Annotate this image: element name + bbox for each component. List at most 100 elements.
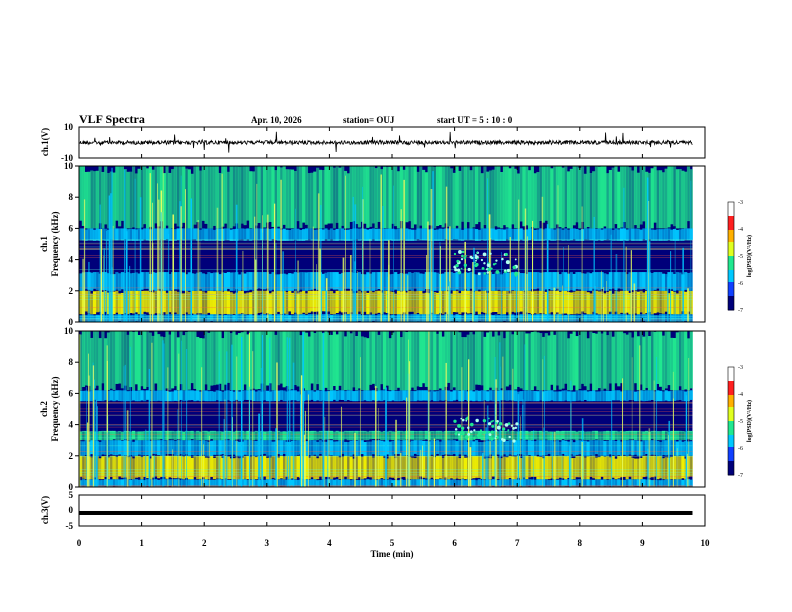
spectrogram-band-segment: [79, 273, 83, 291]
spectrogram-band-segment: [514, 479, 518, 487]
spectrogram-band-segment: [90, 337, 94, 391]
spectrogram-band-segment: [187, 331, 191, 390]
spectrogram-band-segment: [101, 480, 105, 487]
spectrogram-band-segment: [321, 170, 325, 229]
spectrogram-band-segment: [313, 455, 317, 480]
spectrogram-band-segment: [480, 314, 484, 322]
spectrogram-band-segment: [140, 272, 144, 290]
spectrogram-band-segment: [544, 166, 548, 221]
spectrogram-band-segment: [681, 441, 685, 456]
spectrogram-band-segment: [302, 272, 306, 291]
spectrogram-band-segment: [594, 457, 599, 480]
spectrogram-band-segment: [296, 391, 300, 402]
spectrogram-band-segment: [402, 440, 406, 456]
colorbar-cell: [728, 453, 734, 456]
spectrogram-band-segment: [461, 390, 465, 402]
spectrogram-band-segment: [586, 456, 590, 480]
spectrogram-band-segment: [210, 479, 214, 487]
spectrogram-band-segment: [137, 290, 141, 315]
spectrogram-burst-dot: [456, 259, 460, 263]
spectrogram-band-segment: [260, 479, 264, 487]
spectrogram-band-segment: [229, 390, 233, 402]
spectrogram-burst-dot: [512, 439, 516, 443]
spectrogram-band-segment: [670, 430, 674, 441]
spectrogram-band-segment: [81, 166, 85, 226]
spectrogram-band-segment: [240, 166, 244, 224]
colorbar-cell: [728, 260, 734, 263]
spectrogram-band-segment: [525, 430, 529, 440]
spectrogram-band-segment: [508, 168, 512, 229]
spectrogram-band-segment: [508, 228, 512, 241]
spectrogram-band-segment: [380, 440, 384, 456]
spectrogram-band-segment: [477, 390, 481, 402]
spectrogram-band-segment: [519, 440, 523, 455]
spectrogram-band-segment: [675, 314, 679, 322]
spectrogram-band-segment: [137, 335, 141, 391]
spectrogram-band-segment: [165, 272, 169, 291]
spectrogram-band-segment: [625, 290, 629, 313]
spectrogram-band-segment: [611, 336, 615, 391]
spectrogram-band-segment: [672, 430, 677, 440]
spectrogram-band-segment: [159, 390, 164, 402]
spectrogram-band-segment: [435, 455, 440, 480]
spectrogram-band-segment: [254, 457, 258, 480]
spectrogram-band-segment: [533, 390, 537, 402]
spectrogram-band-segment: [190, 173, 194, 229]
spectrogram-burst-dot: [490, 430, 494, 434]
colorbar-cell: [728, 296, 734, 299]
spectrogram-band-segment: [394, 331, 398, 391]
spectrogram-band-segment: [463, 440, 468, 455]
spectrogram-burst-dot: [512, 426, 515, 430]
spectrogram-band-segment: [249, 431, 253, 441]
spectrogram-band-segment: [232, 431, 236, 441]
spectrogram-band-segment: [399, 337, 403, 391]
spectrogram-band-segment: [645, 440, 649, 454]
colorbar-cell: [728, 278, 734, 281]
spectrogram-band-segment: [396, 440, 401, 455]
spectrogram-band-segment: [597, 391, 601, 402]
spectrogram-band-segment: [661, 440, 665, 456]
spectrogram-band-segment: [187, 169, 191, 229]
spectrogram-band-segment: [263, 331, 267, 391]
spectrogram-burst-dot: [457, 433, 461, 436]
spectrogram-band-segment: [502, 440, 507, 455]
spectrogram-band-segment: [341, 228, 345, 241]
colorbar-cell: [728, 300, 734, 303]
spectrogram-band-segment: [385, 166, 389, 229]
spectrogram-band-segment: [310, 331, 314, 384]
spectrogram-band-segment: [148, 440, 152, 456]
spectrogram-band-segment: [594, 272, 599, 290]
spectrogram-burst-dot: [510, 424, 513, 427]
spectrogram-band-segment: [477, 314, 481, 322]
spectrogram-band-segment: [201, 291, 205, 315]
spectrogram-band-segment: [614, 458, 618, 480]
spectrogram-band-segment: [491, 290, 495, 313]
spectrogram-band-segment: [257, 390, 261, 402]
spectrogram-band-segment: [594, 391, 599, 402]
spectrogram-band-segment: [661, 335, 665, 391]
spectrogram-band-segment: [483, 290, 487, 313]
spectrogram-band-segment: [455, 228, 459, 240]
spectrogram-band-segment: [567, 430, 571, 440]
spectrogram-band-segment: [134, 390, 138, 402]
spectrogram-band-segment: [240, 228, 244, 240]
spectrogram-band-segment: [661, 229, 665, 241]
spectrogram-band-segment: [318, 331, 322, 391]
spectrogram-band-segment: [352, 458, 356, 480]
spectrogram-band-segment: [689, 272, 693, 291]
spectrogram-band-segment: [653, 229, 657, 241]
spectrogram-burst-dot: [505, 260, 510, 265]
spectrogram-band-segment: [307, 290, 311, 313]
spectrogram-band-segment: [120, 228, 125, 241]
spectrogram-band-segment: [575, 479, 579, 487]
spectrogram-band-segment: [541, 391, 546, 402]
spectrogram-band-segment: [329, 166, 334, 224]
spectrogram-band-segment: [659, 290, 663, 314]
spectrogram-band-segment: [433, 431, 437, 441]
spectrogram-band-segment: [151, 455, 155, 478]
spectrogram-band-segment: [215, 166, 219, 229]
spectrogram-band-segment: [224, 440, 228, 456]
spectrogram-band-segment: [455, 290, 459, 313]
spectrogram-band-segment: [519, 479, 523, 487]
